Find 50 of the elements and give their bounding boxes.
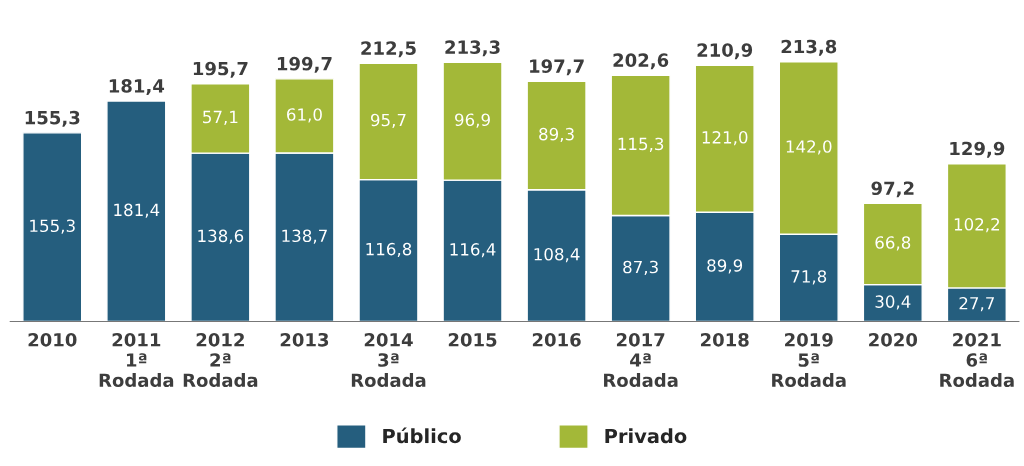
x-tick-label: 2020: [869, 332, 918, 347]
total-label: 197,7: [530, 59, 584, 76]
x-tick-label: 2016: [532, 332, 581, 347]
data-label: 115,3: [618, 137, 664, 152]
data-label: 116,4: [450, 243, 496, 258]
data-label: 57,1: [203, 110, 238, 125]
x-tick-label: 2011 1ª Rodada: [99, 332, 174, 388]
data-label: 181,4: [114, 203, 160, 218]
data-label: 89,9: [707, 259, 743, 274]
x-tick-label: 2021 6ª Rodada: [940, 332, 1014, 388]
total-label: 97,2: [871, 181, 914, 198]
x-tick-label: 2018: [701, 332, 749, 347]
x-tick-label: 2014 3ª Rodada: [351, 332, 426, 388]
bar: [22, 132, 83, 322]
data-label: 155,3: [30, 219, 75, 234]
total-label: 195,7: [193, 61, 248, 78]
data-label: 95,7: [370, 113, 406, 128]
data-label: 138,6: [198, 229, 244, 244]
bar: [106, 100, 167, 322]
data-label: 102,2: [954, 218, 1000, 233]
data-label: 87,3: [623, 260, 658, 276]
data-label: 108,4: [534, 247, 580, 263]
total-label: 213,8: [781, 39, 837, 56]
total-label: 181,4: [109, 79, 165, 96]
total-label: 213,3: [445, 40, 500, 57]
x-tick-label: 2010: [28, 332, 77, 347]
data-label: 66,8: [875, 236, 911, 251]
data-label: 71,8: [791, 270, 827, 285]
data-label: 27,7: [959, 296, 994, 312]
data-label: 116,8: [366, 242, 412, 258]
total-label: 202,6: [613, 53, 669, 70]
x-tick-label: 2013: [280, 332, 329, 347]
x-tick-label: 2012 2ª Rodada: [183, 332, 258, 388]
data-label: 89,3: [539, 127, 574, 143]
total-label: 129,9: [950, 141, 1005, 158]
data-label: 142,0: [786, 140, 832, 155]
data-label: 30,4: [875, 295, 911, 310]
total-label: 210,9: [697, 43, 753, 60]
total-label: 155,3: [25, 110, 80, 127]
x-tick-label: 2017 4ª Rodada: [604, 332, 678, 388]
data-label: 61,0: [287, 108, 322, 123]
data-label: 121,0: [702, 131, 748, 146]
data-label: 96,9: [455, 113, 490, 128]
total-label: 212,5: [361, 41, 416, 58]
data-label: 138,7: [282, 229, 327, 244]
x-tick-label: 2015: [448, 332, 497, 347]
total-label: 199,7: [277, 56, 332, 73]
x-tick-label: 2019 5ª Rodada: [772, 332, 846, 388]
legend-label: Público: [383, 427, 461, 444]
legend-label: Privado: [605, 428, 687, 444]
